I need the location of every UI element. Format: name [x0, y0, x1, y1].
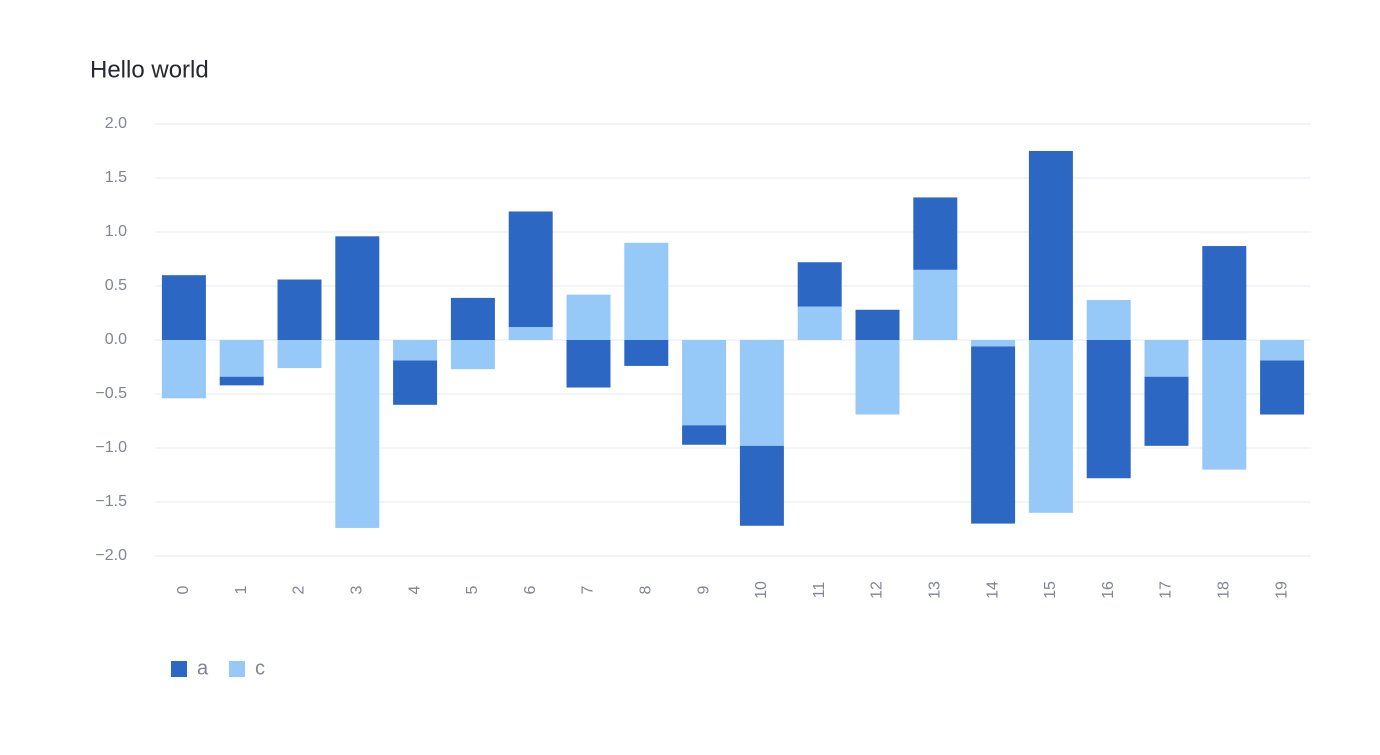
x-tick-label: 2 — [291, 585, 308, 594]
y-tick-label: −2.0 — [95, 547, 127, 564]
bar — [739, 445, 784, 526]
y-tick-label: −1.5 — [95, 493, 127, 510]
bar — [508, 211, 553, 328]
bar — [277, 340, 322, 369]
x-tick-label: 7 — [580, 585, 597, 594]
legend-swatch — [229, 661, 245, 677]
bar — [797, 262, 842, 307]
x-tick-label: 13 — [927, 581, 944, 599]
bar — [682, 340, 727, 426]
bar — [1260, 360, 1305, 415]
bar — [624, 242, 669, 340]
x-tick-label: 12 — [869, 581, 886, 599]
legend-label: c — [255, 657, 265, 679]
bar — [913, 269, 958, 340]
x-tick-label: 10 — [753, 581, 770, 599]
x-tick-label: 9 — [695, 585, 712, 594]
bar — [855, 309, 900, 340]
bar — [797, 306, 842, 340]
bar — [335, 340, 380, 528]
bar — [277, 279, 322, 340]
x-tick-label: 16 — [1100, 581, 1117, 599]
bar — [739, 340, 784, 446]
y-tick-label: 1.0 — [105, 223, 127, 240]
bar — [971, 346, 1016, 524]
x-tick-label: 4 — [406, 585, 423, 594]
bar — [971, 340, 1016, 347]
bar — [450, 297, 495, 340]
bar — [393, 340, 438, 361]
x-tick-label: 14 — [984, 581, 1001, 599]
bar — [393, 360, 438, 405]
bar — [566, 340, 611, 388]
x-tick-label: 15 — [1042, 581, 1059, 599]
bar — [1028, 340, 1073, 513]
bar — [1202, 246, 1247, 340]
x-tick-label: 19 — [1273, 581, 1290, 599]
x-tick-label: 0 — [175, 585, 192, 594]
x-tick-label: 1 — [233, 585, 250, 594]
bar — [161, 275, 206, 340]
x-tick-label: 3 — [349, 585, 366, 594]
bar — [1086, 340, 1131, 479]
bar — [913, 197, 958, 270]
bar — [1086, 300, 1131, 340]
bar — [219, 376, 264, 386]
x-tick-label: 8 — [638, 585, 655, 594]
legend-label: a — [197, 657, 209, 679]
bar — [1144, 376, 1189, 446]
y-tick-label: 1.5 — [105, 169, 127, 186]
legend-swatch — [171, 661, 187, 677]
bar — [335, 236, 380, 340]
bar — [1260, 340, 1305, 361]
x-tick-label: 6 — [522, 585, 539, 594]
bar — [508, 327, 553, 340]
x-tick-label: 11 — [811, 582, 828, 599]
bar — [161, 340, 206, 399]
y-tick-label: −0.5 — [95, 385, 127, 402]
chart-title: Hello world — [90, 56, 209, 83]
bar — [1144, 340, 1189, 377]
bar — [450, 340, 495, 370]
y-tick-label: 0.5 — [105, 277, 127, 294]
bar — [566, 294, 611, 340]
y-tick-label: −1.0 — [95, 439, 127, 456]
x-tick-label: 5 — [464, 585, 481, 594]
bar — [1028, 151, 1073, 340]
y-tick-label: 0.0 — [105, 331, 127, 348]
bar — [682, 425, 727, 445]
bar — [624, 340, 669, 366]
x-tick-label: 17 — [1158, 581, 1175, 599]
bar — [855, 340, 900, 415]
bar — [1202, 340, 1247, 470]
y-tick-label: 2.0 — [105, 115, 127, 132]
x-tick-label: 18 — [1216, 581, 1233, 599]
bar — [219, 340, 264, 377]
